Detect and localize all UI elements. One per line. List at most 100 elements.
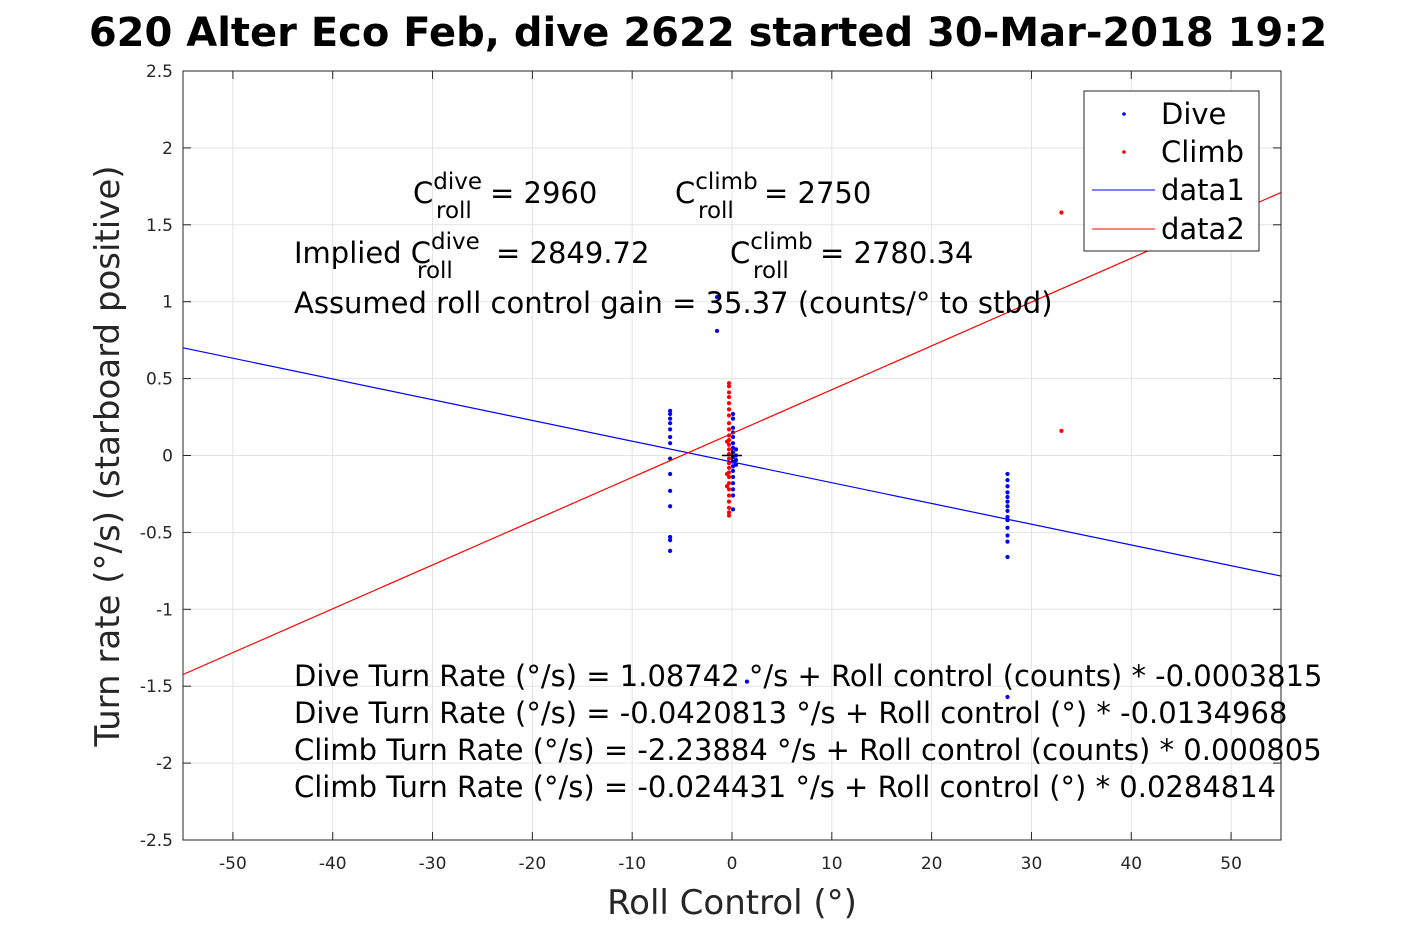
climb-point: [1059, 210, 1064, 215]
implied-c-roll-dive-value: = 2849.72: [496, 236, 649, 270]
climb-point: [726, 456, 732, 461]
fit-equations: Dive Turn Rate (°/s) = 1.08742 °/s + Rol…: [294, 659, 1322, 804]
dive-point: [730, 493, 736, 498]
dive-superscript: dive: [431, 229, 480, 255]
dive-point: [1005, 478, 1010, 483]
dive-point: [668, 488, 673, 493]
x-tick-label: 40: [1120, 854, 1142, 874]
dive-point: [668, 434, 673, 440]
climb-point: [726, 384, 732, 389]
c-roll-annotations: Cdive roll = 2960 Cclimb roll = 2750: [413, 169, 871, 224]
fit-line-data1: [182, 347, 1282, 577]
implied-c-roll-climb-number: 2780.34: [854, 236, 974, 270]
dive-point: [744, 679, 750, 684]
dive-point: [1005, 525, 1010, 530]
x-tick-label: 50: [1220, 854, 1242, 874]
climb-point: [726, 381, 732, 386]
x-tick-label: 10: [821, 854, 843, 874]
y-tick-label: 1.5: [146, 216, 173, 236]
dive-point: [1005, 508, 1010, 513]
climb-point: [724, 471, 730, 477]
fit-equation: Dive Turn Rate (°/s) = -0.0420813 °/s + …: [294, 696, 1287, 730]
climb-point: [726, 465, 732, 470]
fit-equation: Climb Turn Rate (°/s) = -0.024431 °/s + …: [294, 770, 1276, 804]
climb-superscript: climb: [750, 229, 812, 255]
c-roll-dive-annotation: Cdive: [413, 169, 482, 210]
y-tick-label: -1.5: [140, 677, 173, 697]
y-axis-label: Turn rate (°/s) (starboard positive): [88, 165, 128, 747]
y-tick-label: 0: [162, 447, 173, 467]
climb-point: [726, 427, 732, 432]
c-roll-climb-value: = 2750: [764, 176, 871, 210]
climb-point: [726, 499, 732, 504]
roll-subscript: roll: [417, 258, 453, 284]
data-series: [182, 191, 1282, 700]
x-tick-label: -50: [219, 854, 247, 874]
y-tick-label: -2: [156, 754, 173, 774]
dive-point: [733, 462, 739, 467]
climb-point: [726, 442, 732, 447]
climb-point: [726, 513, 732, 518]
legend-label-data2: data2: [1161, 212, 1245, 246]
y-tick-label: 0.5: [146, 370, 173, 390]
legend-marker-dive: [1122, 112, 1126, 116]
roll-subscript: roll: [753, 258, 789, 284]
climb-point: [726, 401, 732, 406]
x-tick-label: 0: [727, 854, 738, 874]
dive-point: [1005, 694, 1010, 700]
x-tick-label: -10: [618, 854, 646, 874]
fit-equation: Climb Turn Rate (°/s) = -2.23884 °/s + R…: [294, 733, 1322, 767]
c-symbol: C: [413, 176, 433, 210]
dive-point: [668, 504, 673, 509]
dive-point: [730, 487, 736, 492]
y-tick-label: -1: [156, 600, 173, 620]
dive-point: [733, 458, 739, 463]
climb-superscript: climb: [695, 169, 757, 195]
climb-point: [726, 487, 732, 492]
climb-point: [724, 484, 730, 489]
dive-point: [1005, 499, 1010, 504]
axis-ticks: -50 -40 -30 -20 -10 0 10 20 30 40 50 2.5 2 1.5 1 0.5 0 -0…: [140, 62, 1281, 874]
climb-point: [724, 439, 730, 444]
x-tick-label: -30: [419, 854, 447, 874]
climb-point: [726, 493, 732, 498]
dive-point: [668, 534, 673, 540]
y-tick-label: 1: [162, 293, 173, 313]
climb-point: [726, 510, 732, 515]
dive-point: [668, 537, 673, 543]
fit-line-data2: [182, 191, 1282, 676]
dive-point: [668, 427, 673, 432]
c-roll-climb-annotation: Cclimb: [675, 169, 758, 210]
chart-title: 620 Alter Eco Feb, dive 2622 started 30-…: [89, 10, 1327, 56]
roll-subscript: roll: [436, 198, 472, 224]
implied-c-roll-climb-value: = 2780.34: [820, 236, 973, 270]
x-tick-label: 30: [1021, 854, 1043, 874]
climb-point: [726, 413, 732, 418]
c-roll-dive-number: 2960: [524, 176, 598, 210]
c-roll-climb-number: 2750: [798, 176, 872, 210]
x-tick-label: 20: [921, 854, 943, 874]
c-symbol: C: [675, 176, 695, 210]
dive-point: [730, 481, 736, 486]
dive-point: [714, 328, 720, 334]
x-tick-label: -20: [518, 854, 546, 874]
y-tick-label: -2.5: [140, 831, 173, 851]
dive-point: [730, 507, 736, 512]
dive-point: [733, 447, 739, 452]
dive-point: [1005, 494, 1010, 500]
legend: Dive Climb data1 data2: [1083, 90, 1260, 252]
dive-point: [1005, 554, 1010, 560]
climb-point: [726, 505, 732, 510]
dive-point: [1005, 504, 1010, 509]
gain-annotation: Assumed roll control gain = 35.37 (count…: [294, 286, 1053, 320]
dive-point: [730, 425, 736, 430]
x-tick-label: -40: [319, 854, 347, 874]
climb-point: [726, 407, 732, 412]
dive-point: [668, 421, 673, 426]
dive-point: [730, 468, 736, 473]
climb-point: [726, 394, 732, 400]
legend-label-dive: Dive: [1161, 97, 1226, 131]
dive-point: [730, 411, 736, 417]
dive-point: [1005, 490, 1010, 495]
